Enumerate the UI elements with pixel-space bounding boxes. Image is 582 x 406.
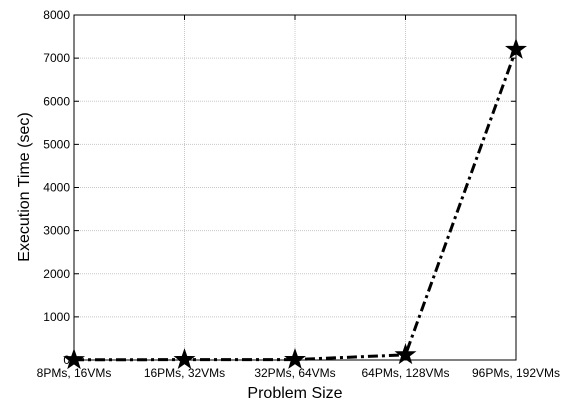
x-axis-ticks: 8PMs, 16VMs 16PMs, 32VMs 32PMs, 64VMs 64PMs… — [37, 15, 560, 380]
x-tick-label: 32PMs, 64VMs — [254, 366, 335, 380]
series-layer — [63, 37, 527, 370]
data-point-star — [284, 348, 306, 369]
y-tick-label: 5000 — [43, 137, 70, 151]
y-tick-label: 8000 — [43, 8, 70, 22]
x-tick-label: 16PMs, 32VMs — [144, 366, 225, 380]
y-axis-label: Execution Time (sec) — [16, 112, 33, 261]
data-point-star — [505, 37, 527, 59]
data-point-star — [394, 343, 417, 365]
y-tick-label: 4000 — [43, 181, 70, 195]
x-axis-label: Problem Size — [247, 385, 342, 402]
y-tick-label: 1000 — [43, 310, 70, 324]
x-tick-label: 64PMs, 128VMs — [361, 366, 449, 380]
y-tick-label: 7000 — [43, 51, 70, 65]
y-tick-label: 6000 — [43, 94, 70, 108]
data-point-star — [63, 348, 85, 370]
x-tick-label: 96PMs, 192VMs — [472, 366, 560, 380]
y-axis-ticks: 0 1000 2000 3000 4000 5000 6000 7000 8000 — [43, 8, 516, 367]
y-tick-label: 0 — [63, 353, 70, 367]
y-tick-label: 2000 — [43, 267, 70, 281]
grid-lines — [74, 15, 516, 360]
y-tick-label: 3000 — [43, 224, 70, 238]
x-tick-label: 8PMs, 16VMs — [37, 366, 112, 380]
data-point-star — [173, 348, 196, 369]
